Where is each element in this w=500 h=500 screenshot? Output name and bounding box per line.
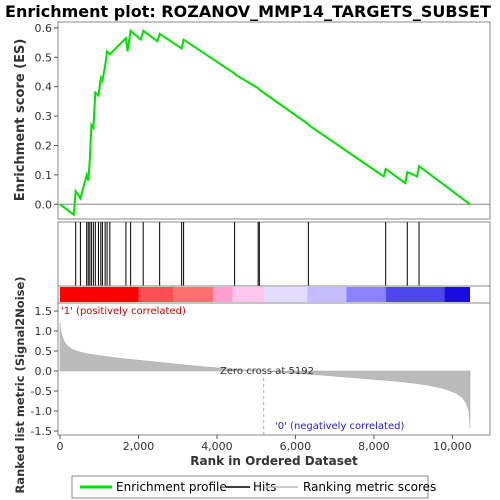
rank-color-bar-panel — [57, 285, 491, 304]
color-bar-segment — [213, 287, 233, 302]
es-y-axis: 0.0 0.1 0.2 0.3 0.4 0.5 0.6 — [35, 22, 58, 211]
es-y-tick-label: 0.2 — [35, 139, 53, 152]
chart-title: Enrichment plot: ROZANOV_MMP14_TARGETS_S… — [5, 2, 491, 21]
es-y-tick-label: 0.3 — [35, 110, 53, 123]
metric-x-tick-label: 4,000 — [201, 440, 233, 453]
hits-plot-frame — [57, 221, 491, 287]
es-y-tick-label: 0.4 — [35, 81, 53, 94]
metric-panel: -1.5 -1.0 -0.5 0.0 0.5 1.0 1.5 0 2,000 4,000 6,00… — [13, 276, 491, 494]
ranking-metric-area — [59, 322, 471, 428]
es-y-tick-label: 0.6 — [35, 22, 53, 35]
color-bar-segment — [307, 287, 347, 302]
metric-x-tick-label: 6,000 — [280, 440, 312, 453]
color-bar-segment — [232, 287, 265, 302]
metric-x-tick-label: 8,000 — [358, 440, 390, 453]
es-y-tick-label: 0.1 — [35, 169, 53, 182]
metric-x-axis: 0 2,000 4,000 6,000 8,000 10,000 — [57, 435, 472, 453]
metric-x-tick-label: 10,000 — [433, 440, 472, 453]
negative-correlation-label: '0' (negatively correlated) — [275, 421, 404, 432]
metric-y-axis-label: Ranked list metric (Signal2Noise) — [13, 276, 27, 493]
metric-x-axis-label: Rank in Ordered Dataset — [190, 454, 358, 468]
metric-y-tick-label: -1.5 — [31, 425, 52, 438]
color-bar-segment — [264, 287, 308, 302]
metric-y-tick-label: 0.5 — [35, 345, 53, 358]
color-bar-segment — [346, 287, 386, 302]
legend: Enrichment profile Hits Ranking metric s… — [71, 475, 436, 499]
es-y-tick-label: 0.0 — [35, 198, 53, 211]
color-bar-segment — [444, 287, 471, 302]
color-bar-segment — [138, 287, 174, 302]
color-bar-segment — [385, 287, 445, 302]
metric-x-tick-label: 0 — [57, 440, 64, 453]
metric-y-tick-label: 1.0 — [35, 325, 53, 338]
metric-x-tick-label: 2,000 — [123, 440, 155, 453]
legend-hits-label: Hits — [253, 480, 276, 494]
enrichment-profile-line — [59, 28, 471, 217]
metric-y-axis: -1.5 -1.0 -0.5 0.0 0.5 1.0 1.5 — [31, 305, 58, 438]
hit-lines — [75, 222, 420, 286]
color-bar-segment — [173, 287, 214, 302]
es-panel: 0.0 0.1 0.2 0.3 0.4 0.5 0.6 Enrichment score (… — [13, 21, 491, 220]
legend-metric-label: Ranking metric scores — [303, 480, 436, 494]
metric-y-tick-label: -0.5 — [31, 385, 52, 398]
legend-enrichment-label: Enrichment profile — [116, 480, 227, 494]
zero-cross-label: Zero cross at 5192 — [220, 366, 314, 377]
color-bar-segment — [60, 287, 139, 302]
rank-color-bar — [60, 287, 471, 302]
es-plot-frame — [57, 21, 491, 220]
metric-y-tick-label: -1.0 — [31, 405, 52, 418]
metric-y-tick-label: 1.5 — [35, 305, 53, 318]
metric-y-tick-label: 0.0 — [35, 365, 53, 378]
hits-panel — [57, 221, 491, 287]
es-y-axis-label: Enrichment score (ES) — [13, 39, 28, 202]
positive-correlation-label: '1' (positively correlated) — [61, 306, 186, 317]
es-y-tick-label: 0.5 — [35, 51, 53, 64]
